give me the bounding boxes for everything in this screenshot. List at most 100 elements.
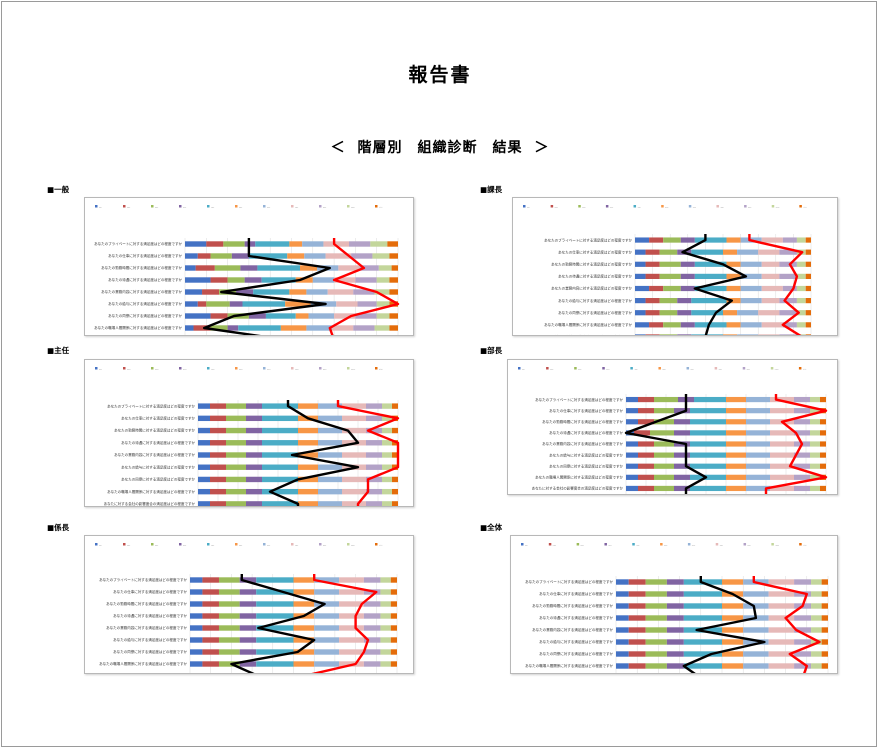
bar-segment [380,649,391,655]
bar-segment [370,241,388,247]
legend-label: 81～90% [748,545,752,547]
bar-segment [690,408,726,414]
legend-swatch [95,543,98,546]
category-label: あなたのプライベートに対する満足度はどの程度ですか [535,397,623,402]
bar-segment [666,603,684,609]
bar-segment [694,261,727,267]
bar-segment [298,501,318,506]
bar-segment [363,661,381,667]
bar-segment [805,334,811,335]
legend-swatch [550,205,554,208]
bar-segment [726,452,746,458]
bar-segment [202,577,219,583]
legend-label: 91～100% [351,207,355,209]
bar-segment [659,310,678,316]
bar-segment [628,603,646,609]
bar-segment [635,334,646,335]
legend-label: 31～40% [610,207,614,209]
bar-segment [342,452,366,458]
bar-segment [357,301,377,307]
bar-segment [295,277,313,283]
legend-swatch [375,543,378,546]
black-line [268,400,360,506]
bar-segment [342,488,366,495]
bar-segment [206,241,224,247]
bar-segment [380,589,391,595]
bar-segment [645,615,667,621]
bar-segment [635,273,646,279]
bar-segment [794,408,810,414]
bar-segment [796,334,806,335]
bar-segment [794,396,810,403]
bar-segment [810,396,820,403]
bar-segment [210,427,226,434]
bar-segment [794,463,810,469]
bar-segment [821,639,828,645]
bar-segment [726,485,746,492]
bar-segment [794,430,810,436]
bar-segment [645,639,667,645]
legend-label: 91～100% [775,545,779,547]
bar-segment [659,249,678,255]
bar-segment [202,289,220,295]
bar-segment [628,579,646,585]
bar-segment [382,452,392,458]
bar-segment [306,325,332,331]
legend-swatch [319,543,322,546]
bar-segment [293,661,315,667]
bar-segment [239,601,257,607]
bar-segment [616,591,629,597]
bar-segment [770,485,794,492]
bar-segment [746,474,770,480]
legend-swatch [207,543,210,546]
bar-segment [654,452,674,458]
bar-segment [226,501,246,506]
bar-segment [190,577,203,583]
bar-segment [779,261,797,267]
legend-label: 21～30% [582,207,586,209]
legend-label: わからない [379,368,383,371]
bar-segment [239,625,257,631]
bar-segment [805,261,811,267]
bar-segment [746,441,770,447]
bar-segment [218,625,240,631]
legend-swatch [347,205,350,208]
bar-segment [743,663,769,669]
bar-segment [190,661,203,667]
bar-segment [262,403,298,409]
chart-frame-kakaricho: 0～10% 11～20% 21～30% 31～40% 41～50% 51～60% 61～70… [84,535,414,674]
legend-swatch [123,543,126,546]
bar-segment [314,577,340,583]
legend-label: 91～100% [351,369,355,371]
bar-segment [366,488,382,495]
bar-segment [810,430,820,436]
legend-label: 41～50% [636,545,640,547]
bar-segment [820,452,826,458]
bar-segment [198,452,210,458]
bar-segment [726,261,741,267]
bar-segment [314,601,340,607]
bar-segment [227,277,245,283]
bar-segment [339,649,364,655]
legend-label: 0～10% [99,545,102,547]
bar-segment [635,298,646,304]
legend-swatch [263,205,266,208]
legend-label: 61～70% [267,207,271,209]
bar-segment [768,627,795,633]
bar-segment [239,589,257,595]
bar-segment [363,625,381,631]
bar-segment [363,649,381,655]
bar-segment [821,591,828,597]
legend-swatch [291,205,294,208]
bar-segment [616,615,629,621]
bar-segment [694,396,726,403]
category-label: あなたの給与に対する満足度はどの程度ですか [121,464,195,469]
bar-segment [380,577,391,583]
bar-segment [202,661,219,667]
legend-swatch [347,367,350,370]
category-label: あなたの待遇に対する満足度はどの程度ですか [549,430,623,435]
bar-segment [226,464,246,470]
bar-segment [363,637,381,643]
bar-segment [680,261,695,267]
bar-segment [382,488,392,495]
